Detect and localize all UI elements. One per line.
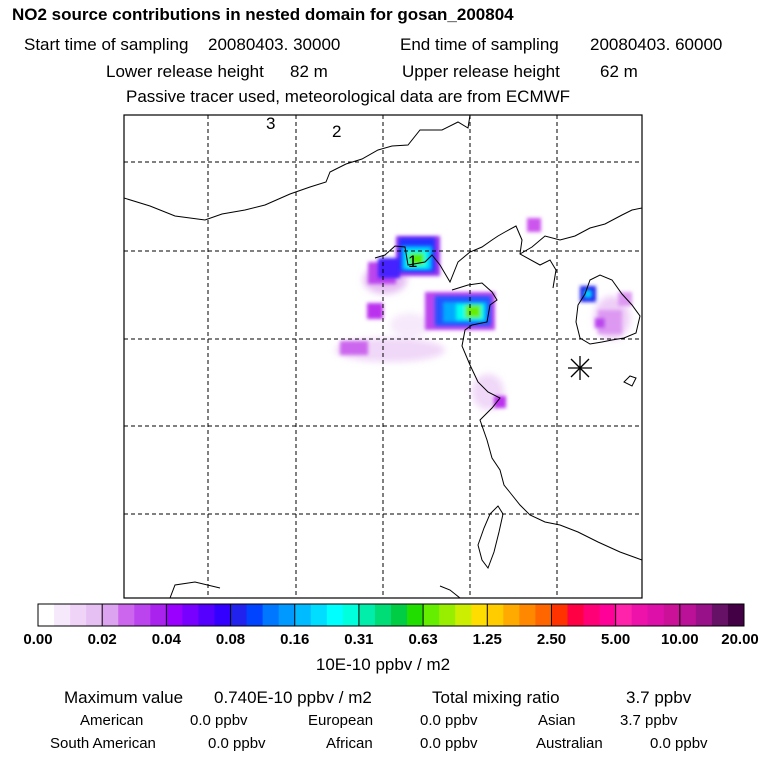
colorbar-tick-label: 10.00	[661, 631, 699, 648]
region-south-american-value: 0.0 ppbv	[208, 735, 266, 752]
colorbar-tick-label: 0.08	[215, 631, 246, 648]
start-time-label: Start time of sampling	[24, 35, 189, 54]
region-south-american-label: South American	[50, 735, 156, 752]
region-american-value: 0.0 ppbv	[190, 712, 248, 729]
lower-height-label: Lower release height	[106, 62, 264, 81]
region-asian-value: 3.7 ppbv	[620, 712, 678, 729]
region-australian-value: 0.0 ppbv	[650, 735, 708, 752]
colorbar-units: 10E-10 ppbv / m2	[315, 655, 451, 674]
colorbar-tick-label: 0.00	[23, 631, 53, 648]
max-value: 0.740E-10 ppbv / m2	[214, 688, 372, 707]
colorbar-tick-label: 2.50	[536, 631, 567, 648]
region-australian-label: Australian	[536, 735, 603, 752]
marker-3: 3	[266, 114, 275, 133]
data-source-note: Passive tracer used, meteorological data…	[126, 87, 571, 106]
upper-height-value: 62 m	[600, 62, 638, 81]
grid-lines	[124, 115, 642, 598]
region-european-label: European	[308, 712, 374, 729]
end-time-value: 20080403. 60000	[590, 35, 723, 54]
colorbar-tick-label: 0.02	[87, 631, 117, 648]
colorbar-tick-label: 5.00	[601, 631, 631, 648]
region-african-label: African	[326, 735, 373, 752]
receptor-asterisk-icon	[568, 356, 592, 380]
colorbar-tick-label: 1.25	[472, 631, 502, 648]
upper-height-label: Upper release height	[402, 62, 560, 81]
total-mixing-label: Total mixing ratio	[432, 688, 560, 707]
total-mixing-value: 3.7 ppbv	[626, 688, 692, 707]
max-value-label: Maximum value	[64, 688, 184, 707]
colorbar-tick-label: 20.00	[721, 631, 759, 648]
region-american-label: American	[80, 712, 144, 729]
map-frame	[123, 114, 643, 599]
plot-title: NO2 source contributions in nested domai…	[12, 5, 514, 24]
coastline-borders	[124, 115, 642, 598]
region-african-value: 0.0 ppbv	[420, 735, 478, 752]
colorbar-tick-label: 0.31	[344, 631, 374, 648]
region-asian-label: Asian	[538, 712, 576, 729]
colorbar-tick-label: 0.04	[151, 631, 181, 648]
end-time-label: End time of sampling	[400, 35, 559, 54]
colorbar-tick-label: 0.63	[408, 631, 438, 648]
lower-height-value: 82 m	[290, 62, 328, 81]
colorbar-tick-label: 0.16	[280, 631, 310, 648]
map-panel: 3 2 1	[123, 114, 643, 599]
start-time-value: 20080403. 30000	[208, 35, 341, 54]
marker-1: 1	[408, 252, 417, 271]
marker-2: 2	[332, 122, 341, 141]
region-european-value: 0.0 ppbv	[420, 712, 478, 729]
